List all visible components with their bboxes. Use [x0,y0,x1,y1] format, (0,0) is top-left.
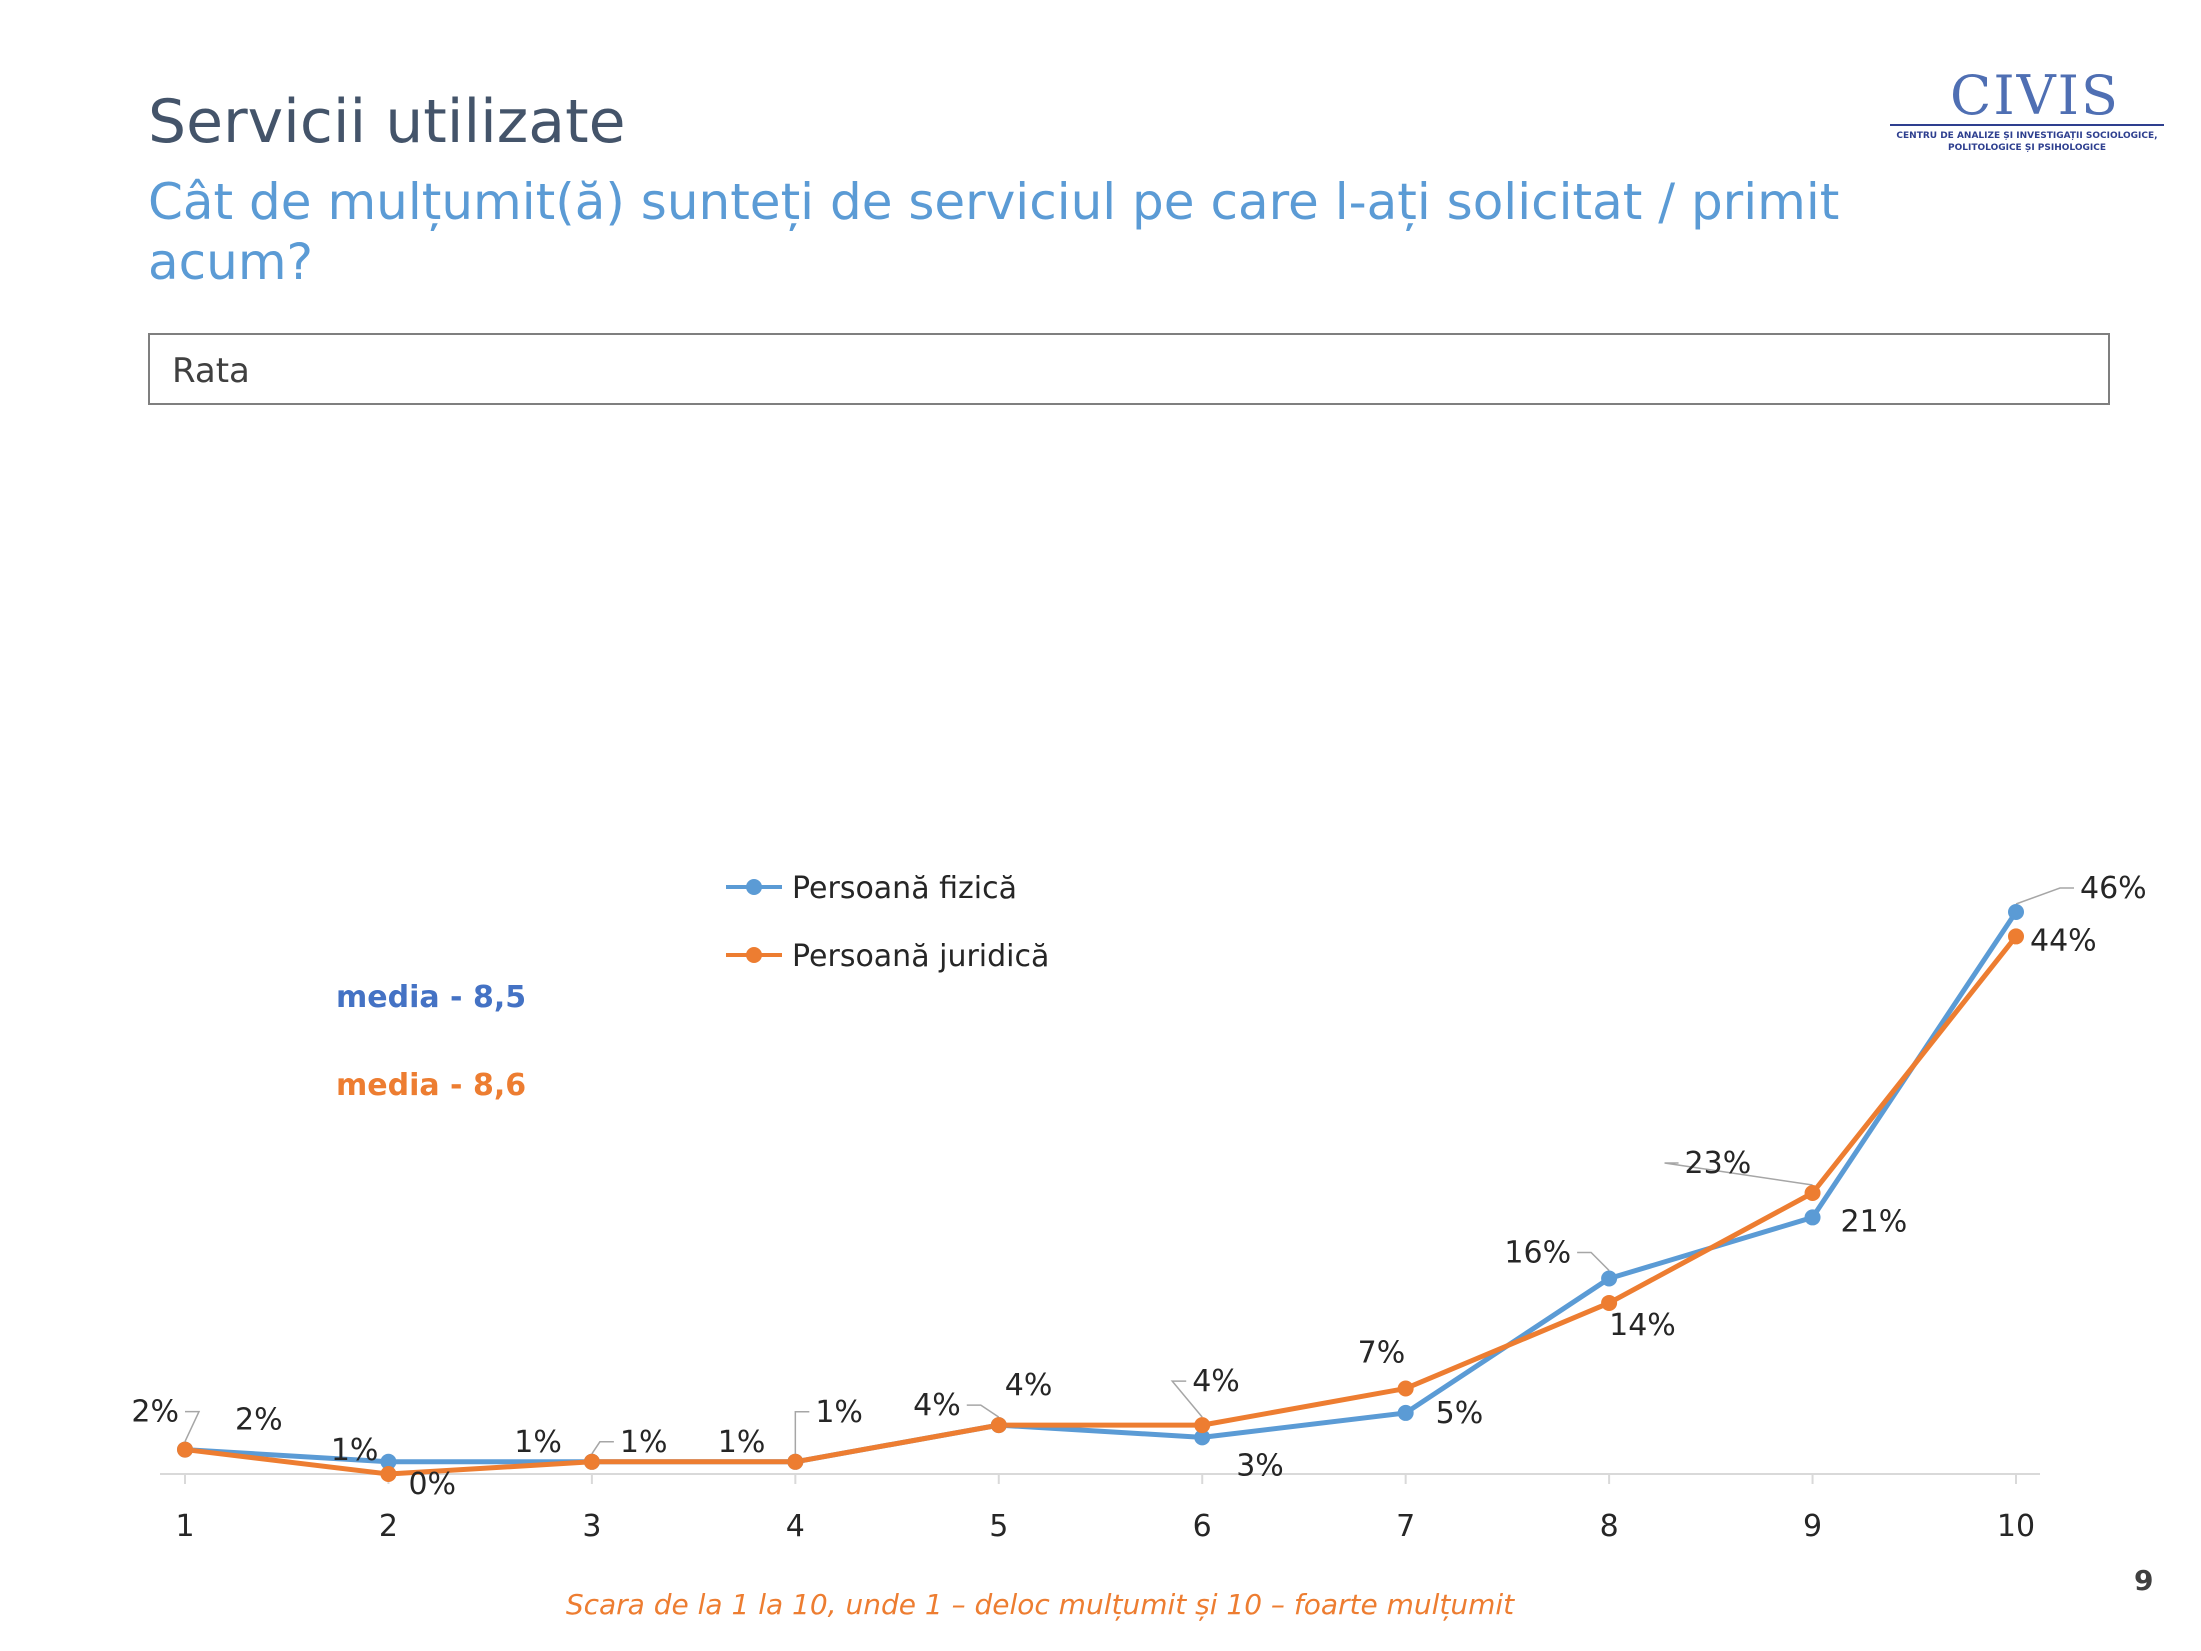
leader-line [591,1441,614,1455]
data-label: 2% [235,1403,283,1438]
data-point [990,1417,1007,1434]
x-tick-label: 9 [1803,1509,1822,1544]
data-point [2008,904,2024,920]
data-point [787,1453,804,1470]
legend-entry-persoana-juridica: Persoană juridică [726,939,1049,974]
data-label: 16% [1504,1236,1571,1271]
data-point [583,1453,600,1470]
x-tick-label: 1 [175,1509,194,1544]
leader-line [1577,1251,1610,1272]
media-persoana-fizica: media - 8,5 [336,980,526,1015]
x-ticks [184,1474,2017,1484]
data-point [1194,1429,1211,1446]
rata-label: Rata [172,351,250,391]
data-point [380,1466,397,1482]
media-persoana-juridica: media - 8,6 [336,1068,526,1103]
data-label: 0% [408,1467,456,1502]
data-point [1804,1185,1821,1201]
rata-box: Rata [148,333,2110,405]
data-label: 23% [1685,1146,1752,1181]
legend-label-persoana-fizica: Persoană fizică [792,871,1017,906]
x-tick-label: 7 [1396,1509,1415,1544]
data-label: 1% [815,1395,863,1430]
data-point [2008,928,2024,945]
leader-line [184,1410,201,1442]
data-label: 1% [620,1425,668,1460]
logo-subtitle-line1: CENTRU DE ANALIZE ȘI INVESTIGAȚII SOCIOL… [1896,131,2158,141]
legend-label-persoana-juridica: Persoană juridică [792,939,1049,974]
slide-subtitle: Cât de mulțumit(ă) sunteți de serviciul … [148,173,1840,291]
data-labels: 2% 1% 1% 1% 4% 3% 5% 16% 21% 46% 2% 0% 1% 1% 4% 4% 7% 14%… [131,871,2146,1502]
data-point [1397,1380,1414,1397]
legend-entry-persoana-fizica: Persoană fizică [726,871,1017,906]
data-label: 4% [913,1388,961,1423]
data-label: 5% [1436,1396,1484,1431]
leader-lines [184,887,2074,1455]
logo-wordmark: CIVIS [1950,64,2120,127]
logo-subtitle-line2: POLITOLOGICE ȘI PSIHOLOGICE [1948,143,2106,154]
x-tick-label: 6 [1193,1509,1212,1544]
scale-caption: Scara de la 1 la 10, unde 1 – deloc mulț… [566,1588,1515,1621]
series-line-2 [184,934,2018,1477]
series-lines [184,910,2019,1477]
data-label: 44% [2030,923,2097,958]
data-label: 4% [1192,1364,1240,1399]
page-number: 9 [2134,1564,2154,1597]
x-tick-label: 4 [786,1509,805,1544]
data-label: 2% [131,1395,179,1430]
x-tick-label: 2 [379,1509,398,1544]
legend-swatch-marker [746,879,762,895]
leader-line [794,1411,810,1454]
leader-line [1664,1162,1813,1186]
leader-line [966,1404,1000,1418]
x-tick-label: 3 [582,1509,601,1544]
data-point [380,1453,397,1470]
x-tick-label: 8 [1600,1509,1619,1544]
data-label: 14% [1609,1308,1676,1343]
data-point [1804,1209,1821,1226]
data-label: 21% [1841,1204,1908,1239]
legend: Persoană fizică Persoană juridică [726,871,1049,974]
data-label: 4% [1005,1368,1053,1403]
data-label: 3% [1236,1448,1284,1483]
slide-title: Servicii utilizate [148,87,626,157]
x-tick-labels: 1 2 3 4 5 6 7 8 9 10 [175,1509,2035,1544]
legend-swatch-marker [746,947,762,963]
leader-line [1170,1380,1203,1418]
x-tick-label: 10 [1997,1509,2035,1544]
data-label: 7% [1358,1335,1406,1370]
series-points [177,904,2024,1482]
data-point [1397,1404,1414,1421]
data-label: 1% [331,1433,379,1468]
x-tick-label: 5 [989,1509,1008,1544]
data-point [177,1441,193,1458]
data-label: 46% [2080,871,2147,906]
data-point [1601,1270,1618,1287]
data-label: 1% [514,1425,562,1460]
data-point [1194,1417,1211,1434]
logo-underline [1890,124,2164,126]
data-point [1601,1294,1618,1311]
leader-line [2015,887,2074,905]
logo-subtitle: CENTRU DE ANALIZE ȘI INVESTIGAȚII SOCIOL… [1890,130,2164,154]
data-label: 1% [718,1425,766,1460]
civis-logo: CIVIS CENTRU DE ANALIZE ȘI INVESTIGAȚII … [1890,60,2170,170]
